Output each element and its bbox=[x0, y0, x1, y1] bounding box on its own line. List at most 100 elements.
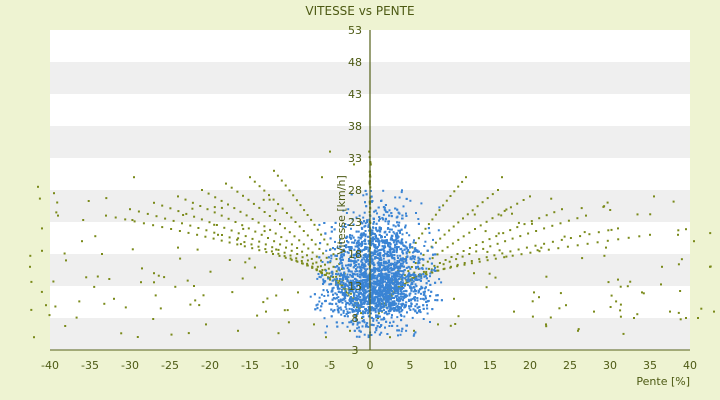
data-point bbox=[364, 238, 367, 241]
data-point bbox=[357, 309, 360, 312]
data-point bbox=[342, 309, 345, 312]
data-point bbox=[354, 287, 357, 290]
data-point bbox=[375, 236, 377, 239]
data-point bbox=[395, 297, 398, 300]
data-point bbox=[486, 197, 489, 200]
data-point bbox=[381, 217, 384, 220]
data-point bbox=[396, 215, 399, 218]
data-point bbox=[339, 300, 342, 303]
data-point bbox=[339, 291, 342, 294]
data-point bbox=[529, 195, 531, 198]
data-point bbox=[359, 286, 361, 288]
data-point bbox=[133, 220, 136, 223]
data-point bbox=[398, 286, 400, 289]
data-point bbox=[377, 274, 380, 276]
data-point bbox=[391, 277, 394, 280]
data-point bbox=[290, 249, 293, 252]
data-point bbox=[306, 214, 309, 216]
data-point bbox=[418, 258, 421, 261]
data-point bbox=[367, 309, 370, 312]
data-point bbox=[452, 225, 455, 228]
data-point bbox=[341, 264, 344, 267]
data-point bbox=[414, 331, 417, 334]
data-point bbox=[359, 296, 362, 298]
data-point bbox=[478, 258, 481, 261]
data-point bbox=[442, 263, 445, 266]
data-point bbox=[538, 217, 541, 220]
data-point bbox=[449, 266, 452, 269]
data-point bbox=[103, 302, 106, 305]
data-point bbox=[488, 238, 491, 241]
data-point bbox=[456, 263, 459, 266]
data-point bbox=[371, 254, 374, 257]
data-point bbox=[517, 221, 520, 224]
data-point bbox=[404, 282, 407, 285]
data-point bbox=[375, 226, 377, 229]
data-point bbox=[638, 235, 641, 238]
data-point bbox=[371, 298, 374, 301]
data-point bbox=[545, 323, 547, 326]
data-point bbox=[344, 293, 347, 296]
data-point bbox=[353, 288, 355, 291]
data-point bbox=[169, 207, 172, 210]
x-tick-label: -25 bbox=[161, 359, 179, 372]
data-point bbox=[425, 282, 428, 285]
data-point bbox=[287, 321, 290, 324]
data-point bbox=[388, 254, 391, 257]
data-point bbox=[366, 278, 369, 281]
data-point bbox=[395, 251, 398, 254]
data-point bbox=[344, 300, 347, 303]
data-point bbox=[395, 237, 398, 240]
data-point bbox=[543, 242, 546, 245]
data-point bbox=[340, 308, 343, 311]
data-point bbox=[358, 287, 361, 290]
data-point bbox=[397, 287, 400, 290]
data-point bbox=[390, 215, 393, 218]
data-point bbox=[376, 274, 379, 277]
data-point bbox=[402, 252, 405, 255]
data-point bbox=[427, 289, 430, 292]
data-point bbox=[369, 268, 372, 271]
x-tick-label: 25 bbox=[563, 359, 577, 372]
data-point bbox=[359, 266, 362, 269]
data-point bbox=[264, 248, 267, 251]
data-point bbox=[385, 210, 388, 213]
data-point bbox=[617, 227, 619, 230]
data-point bbox=[577, 329, 579, 332]
data-point bbox=[349, 234, 352, 237]
data-point bbox=[367, 315, 370, 318]
data-point bbox=[399, 299, 402, 302]
data-point bbox=[349, 297, 352, 300]
data-point bbox=[416, 306, 419, 309]
data-point bbox=[393, 250, 395, 253]
data-point bbox=[38, 197, 41, 200]
data-point bbox=[314, 308, 317, 311]
data-point bbox=[131, 219, 134, 221]
data-point bbox=[403, 258, 406, 261]
data-point bbox=[262, 198, 265, 201]
data-point bbox=[446, 246, 449, 249]
data-point bbox=[378, 282, 381, 285]
data-point bbox=[399, 231, 401, 234]
data-point bbox=[394, 207, 397, 210]
data-point bbox=[376, 279, 379, 282]
data-point bbox=[263, 211, 266, 213]
data-point bbox=[357, 311, 359, 314]
data-point bbox=[345, 291, 347, 294]
data-point bbox=[389, 321, 391, 324]
data-point bbox=[406, 284, 409, 286]
data-point bbox=[290, 243, 293, 246]
data-point bbox=[352, 223, 355, 226]
data-point bbox=[396, 274, 398, 277]
data-point bbox=[346, 273, 349, 276]
x-tick-labels: -40 -35 -30 -25 -20 -15 -10 -5 0 5 10 15 20 25 30 35 40 bbox=[41, 359, 697, 372]
data-point bbox=[388, 283, 391, 286]
data-point bbox=[402, 257, 404, 260]
data-point bbox=[380, 235, 383, 237]
data-point bbox=[394, 307, 396, 310]
data-point bbox=[379, 251, 382, 254]
data-point bbox=[417, 256, 420, 259]
data-point bbox=[85, 276, 88, 279]
y-tick-label: 13 bbox=[348, 280, 362, 293]
data-point bbox=[428, 257, 431, 260]
